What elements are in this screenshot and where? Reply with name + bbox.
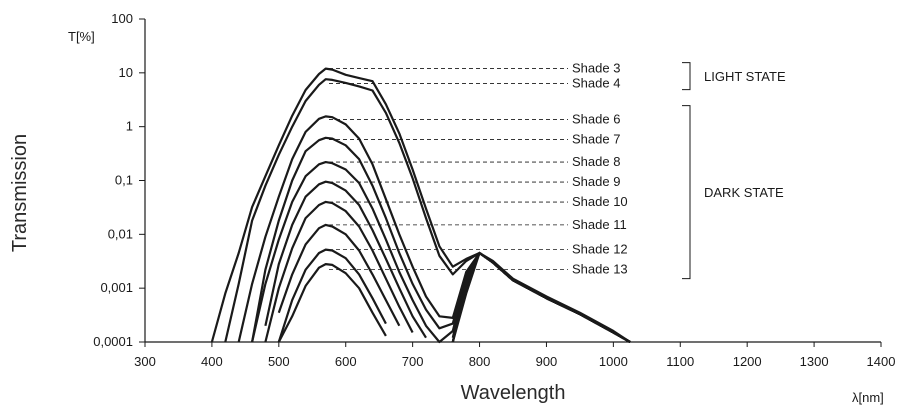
shade-label: Shade 4 — [572, 76, 620, 91]
axes: 300 400 500 600 700 800 900 1000 1100 1200 1300 140… — [93, 11, 895, 369]
shade-label: Shade 9 — [572, 174, 620, 189]
x-tick-label: 1100 — [666, 354, 694, 369]
dark-state-label: DARK STATE — [704, 185, 784, 200]
y-axis-unit: T[%] — [68, 29, 95, 44]
light-state-label: LIGHT STATE — [704, 69, 786, 84]
y-tick-label: 0,0001 — [93, 334, 133, 349]
shade-label: Shade 11 — [572, 217, 627, 232]
y-tick-label: 10 — [119, 65, 133, 80]
x-tick-label: 1300 — [800, 354, 829, 369]
x-tick-label: 1200 — [733, 354, 762, 369]
curve-shade-13 — [277, 251, 631, 343]
x-tick-label: 700 — [402, 354, 424, 369]
x-axis-title: Wavelength — [461, 382, 566, 404]
light-state-bracket — [682, 62, 691, 91]
x-tick-label: 400 — [201, 354, 223, 369]
y-axis-title: Transmission — [9, 134, 31, 252]
x-tick-label: 1000 — [599, 354, 628, 369]
y-tick-label: 0,01 — [108, 226, 133, 241]
y-tick-label: 0,1 — [115, 173, 133, 188]
shade-label: Shade 3 — [572, 61, 620, 76]
shade-label: Shade 8 — [572, 154, 620, 169]
shade-label: Shade 6 — [572, 112, 620, 127]
x-tick-label: 800 — [469, 354, 491, 369]
dark-state-bracket — [682, 105, 691, 280]
x-tick-label: 600 — [335, 354, 357, 369]
shade-label: Shade 12 — [572, 242, 628, 257]
x-tick-label: 1400 — [867, 354, 896, 369]
x-tick-label: 500 — [268, 354, 290, 369]
y-tick-label: 1 — [126, 119, 133, 134]
y-tick-label: 100 — [111, 11, 133, 26]
x-axis-unit: λ[nm] — [852, 390, 884, 405]
curves — [210, 67, 631, 344]
shade-label: Shade 13 — [572, 262, 628, 277]
shade-label: Shade 10 — [572, 194, 628, 209]
curve-shade-3 — [210, 67, 631, 343]
x-tick-label: 300 — [134, 354, 156, 369]
shade-label: Shade 7 — [572, 132, 620, 147]
x-tick-label: 900 — [536, 354, 558, 369]
y-tick-label: 0,001 — [100, 280, 133, 295]
